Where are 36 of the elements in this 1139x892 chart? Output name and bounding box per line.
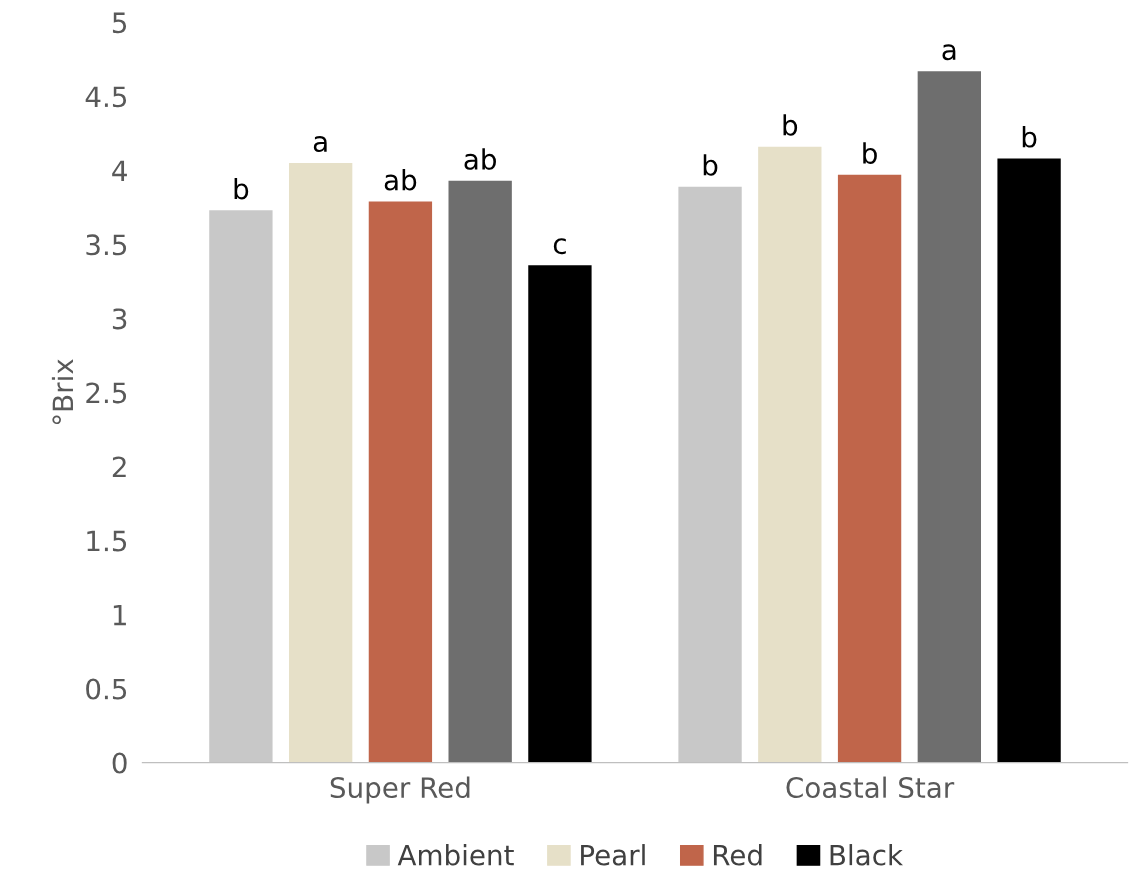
bar xyxy=(758,146,822,763)
legend-label: Red xyxy=(713,844,762,866)
y-tick-label: 5 xyxy=(112,12,127,34)
y-tick-label: 1 xyxy=(113,604,126,626)
y-tick-label: 4 xyxy=(112,160,127,181)
legend-label: Ambient xyxy=(397,844,514,866)
data-label: b xyxy=(703,154,718,176)
data-label: a xyxy=(942,44,956,61)
legend-label: Pearl xyxy=(581,844,645,866)
y-tick-label: 3.5 xyxy=(86,234,127,256)
y-tick-label: 2.5 xyxy=(86,382,127,404)
y-tick-label: 2 xyxy=(112,456,126,478)
y-tick-label: 1.5 xyxy=(87,530,127,552)
y-tick-label: 3 xyxy=(112,308,127,330)
bar xyxy=(917,71,981,763)
bar xyxy=(288,162,353,763)
legend-label: Black xyxy=(830,844,903,866)
bar xyxy=(368,201,433,763)
data-label: a xyxy=(313,136,327,153)
bar xyxy=(448,180,512,763)
data-label: b xyxy=(783,114,798,136)
data-label: b xyxy=(863,142,877,164)
x-tick-label: Coastal Star xyxy=(786,776,955,799)
bar xyxy=(837,174,902,763)
y-tick-label: 0.5 xyxy=(86,678,127,700)
bar xyxy=(997,158,1061,763)
y-tick-label: 0 xyxy=(112,752,127,774)
data-label: ab xyxy=(464,148,496,170)
data-label: ab xyxy=(384,169,417,191)
y-tick-label: 4.5 xyxy=(85,86,127,108)
y-axis-title: °Brix xyxy=(51,359,73,425)
bar xyxy=(528,265,592,763)
x-tick-label: Super Red xyxy=(330,776,470,804)
data-label: c xyxy=(553,238,566,255)
data-label: b xyxy=(1022,126,1037,148)
data-label: b xyxy=(234,177,249,200)
